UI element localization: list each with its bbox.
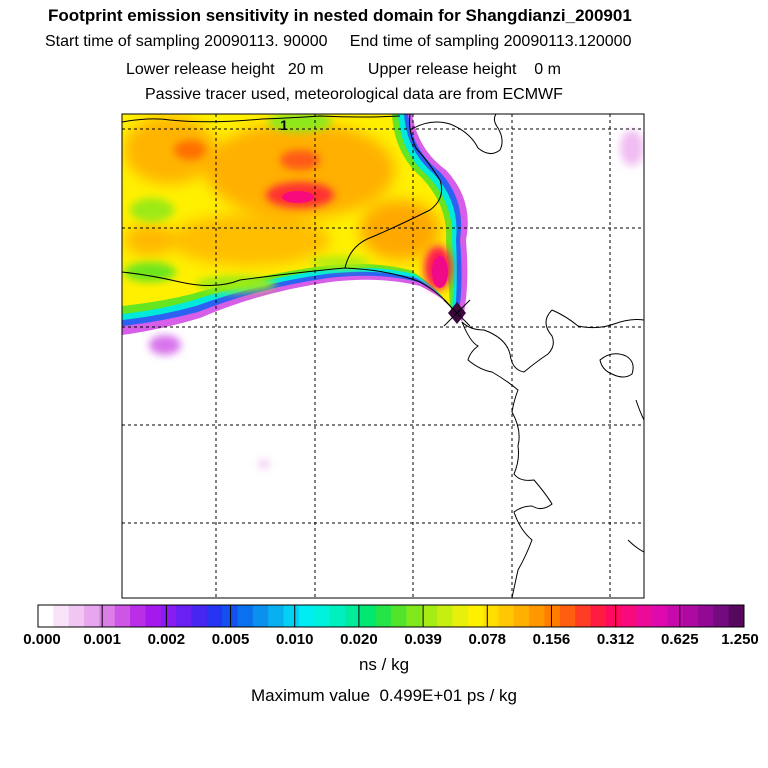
colorbar-swatch (483, 605, 499, 627)
colorbar-swatch (713, 605, 730, 627)
colorbar-swatch (651, 605, 668, 627)
field-core-red-2 (280, 150, 320, 170)
colorbar-swatch (667, 605, 684, 627)
maximum-value-label: Maximum value 0.499E+01 ps / kg (251, 686, 517, 705)
map-frame (121, 113, 645, 599)
colorbar-tick-label: 0.010 (276, 631, 314, 648)
lat-lon-grid (122, 114, 644, 598)
colorbar-swatch (314, 605, 331, 627)
release-heights: Lower release height 20 m Upper release … (126, 61, 561, 78)
colorbar-border (37, 604, 745, 628)
colorbar-swatch (452, 605, 469, 627)
field-patch-green-3 (124, 262, 176, 282)
sampling-times: Start time of sampling 20090113. 90000 E… (45, 33, 632, 50)
field-core-magenta-2 (432, 256, 448, 288)
colorbar-swatch (437, 605, 453, 627)
colorbar-swatch (206, 605, 223, 627)
colorbar-swatch (682, 605, 699, 627)
field-patch-green-2 (130, 198, 174, 222)
colorbar-swatch (176, 605, 192, 627)
colorbar-swatch (99, 605, 116, 627)
field-core-red-3 (174, 140, 206, 160)
field-blob-orange-5 (124, 224, 176, 256)
colorbar-swatch (590, 605, 607, 627)
colorbar-swatch (237, 605, 254, 627)
colorbar-swatch (145, 605, 162, 627)
colorbar-tick-label: 0.000 (23, 631, 61, 648)
outlier-patch-south (258, 460, 270, 468)
colorbar-tick-label: 0.312 (597, 631, 635, 648)
colorbar-tick-label: 0.039 (404, 631, 442, 648)
colorbar-swatch (252, 605, 269, 627)
colorbar-swatch (191, 605, 208, 627)
colorbar-swatch (529, 605, 545, 627)
station-number-label: 1 (280, 117, 288, 133)
field-patch-green-5 (310, 256, 370, 268)
colorbar-swatch (160, 605, 177, 627)
colorbar-unit-label: ns / kg (358, 655, 410, 674)
colorbar-tick-labels: 0.000 0.001 0.002 0.005 0.010 0.020 0.039 0.078… (23, 631, 759, 648)
colorbar-tick-label: 0.156 (533, 631, 571, 648)
colorbar-tick-label: 0.002 (148, 631, 186, 648)
colorbar-swatch (697, 605, 714, 627)
field-blob-orange-3 (170, 214, 330, 266)
colorbar (37, 604, 745, 628)
colorbar-swatch (360, 605, 377, 627)
colorbar-swatch (130, 605, 146, 627)
colorbar-swatch (344, 605, 361, 627)
colorbar-swatch (636, 605, 653, 627)
release-point-marker (443, 299, 471, 327)
colorbar-swatch (575, 605, 592, 627)
colorbar-swatch (53, 605, 70, 627)
sensitivity-field (122, 114, 644, 468)
colorbar-tick-label: 0.005 (212, 631, 250, 648)
colorbar-tick-label: 1.250 (721, 631, 759, 648)
colorbar-swatch (68, 605, 85, 627)
outlier-patch-southwest (149, 335, 181, 355)
colorbar-swatch (283, 605, 300, 627)
colorbar-swatch (375, 605, 392, 627)
colorbar-swatch (728, 605, 745, 627)
colorbar-swatch (38, 605, 54, 627)
colorbar-tick-label: 0.078 (468, 631, 506, 648)
field-blob-orange-2 (124, 116, 216, 184)
colorbar-swatch (329, 605, 346, 627)
colorbar-swatch (498, 605, 515, 627)
colorbar-swatch (114, 605, 131, 627)
outlier-patch-northeast (620, 130, 644, 166)
colorbar-swatch (406, 605, 423, 627)
colorbar-swatch (298, 605, 315, 627)
colorbar-swatch (268, 605, 285, 627)
field-blob-orange-4 (360, 200, 440, 260)
field-core-magenta-1 (282, 191, 314, 203)
colorbar-swatch (621, 605, 638, 627)
colorbar-swatch (513, 605, 530, 627)
colorbar-swatch (605, 605, 622, 627)
colorbar-tick-label: 0.625 (661, 631, 699, 648)
colorbar-swatch (391, 605, 407, 627)
colorbar-tick-label: 0.001 (83, 631, 121, 648)
colorbar-swatch (421, 605, 438, 627)
coastlines (122, 114, 644, 598)
colorbar-swatch (544, 605, 561, 627)
tracer-info: Passive tracer used, meteorological data… (145, 86, 563, 103)
colorbar-tick-label: 0.020 (340, 631, 378, 648)
field-patch-green-4 (196, 276, 276, 292)
colorbar-swatch (84, 605, 100, 627)
map-title: Footprint emission sensitivity in nested… (48, 6, 632, 25)
colorbar-swatch (559, 605, 576, 627)
colorbar-swatch (467, 605, 484, 627)
